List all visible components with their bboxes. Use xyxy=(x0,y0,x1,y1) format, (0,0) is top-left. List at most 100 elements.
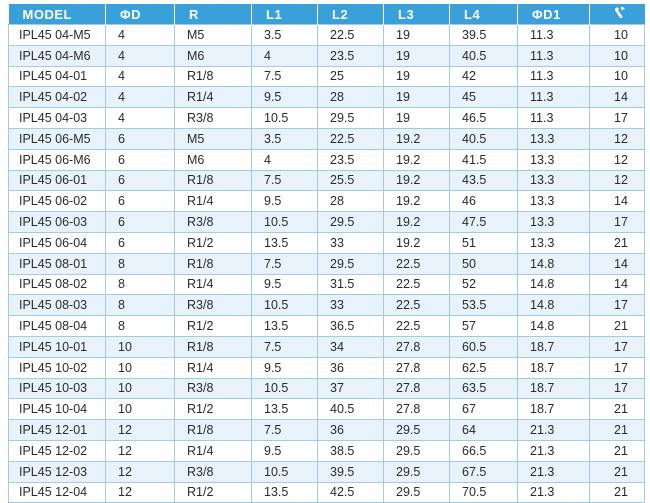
cell-od1: 14.8 xyxy=(517,315,590,337)
cell-od1: 14.8 xyxy=(517,252,590,275)
cell-l2: 28 xyxy=(317,86,384,109)
cell-od: 6 xyxy=(105,211,175,233)
cell-model: IPL45 06-04 xyxy=(8,231,106,254)
cell-wrench-size: 17 xyxy=(589,211,645,233)
cell-l1: 13.5 xyxy=(251,231,318,254)
header-wrench xyxy=(589,4,645,25)
cell-r: R1/4 xyxy=(174,356,252,379)
cell-model: IPL45 12-02 xyxy=(8,439,106,462)
cell-r: R3/8 xyxy=(174,211,252,233)
cell-od: 12 xyxy=(105,419,175,441)
cell-l1: 13.5 xyxy=(251,481,318,503)
table-row: IPL45 06-04 6 R1/2 13.5 33 19.2 51 13.3 21 xyxy=(8,231,645,254)
cell-model: IPL45 12-01 xyxy=(8,419,106,441)
cell-l3: 19.2 xyxy=(383,231,450,254)
cell-r: R1/4 xyxy=(174,86,252,109)
cell-od: 10 xyxy=(105,335,175,358)
cell-wrench-size: 21 xyxy=(589,231,645,254)
cell-wrench-size: 17 xyxy=(589,356,645,379)
cell-l2: 40.5 xyxy=(317,398,384,421)
cell-od1: 13.3 xyxy=(517,169,590,192)
cell-l4: 63.5 xyxy=(449,377,518,400)
cell-l3: 19 xyxy=(383,86,450,109)
cell-l4: 53.5 xyxy=(449,294,518,317)
cell-wrench-size: 14 xyxy=(589,252,645,275)
table-row: IPL45 08-02 8 R1/4 9.5 31.5 22.5 52 14.8 14 xyxy=(8,273,645,296)
cell-l2: 22.5 xyxy=(317,24,384,46)
header-l2: L2 xyxy=(317,4,384,25)
cell-od1: 11.3 xyxy=(517,86,590,109)
cell-l2: 28 xyxy=(317,190,384,213)
cell-l1: 13.5 xyxy=(251,315,318,337)
cell-l2: 42.5 xyxy=(317,481,384,503)
cell-l1: 10.5 xyxy=(251,377,318,400)
cell-l4: 46.5 xyxy=(449,107,518,129)
cell-r: R1/8 xyxy=(174,252,252,275)
cell-l1: 7.5 xyxy=(251,252,318,275)
cell-l4: 45 xyxy=(449,86,518,109)
cell-wrench-size: 10 xyxy=(589,44,645,67)
cell-l3: 27.8 xyxy=(383,398,450,421)
cell-l1: 3.5 xyxy=(251,24,318,46)
wrench-icon xyxy=(614,6,626,22)
table-row: IPL45 06-02 6 R1/4 9.5 28 19.2 46 13.3 14 xyxy=(8,190,645,213)
cell-od: 8 xyxy=(105,273,175,296)
cell-l2: 36 xyxy=(317,356,384,379)
cell-wrench-size: 21 xyxy=(589,460,645,483)
cell-l4: 51 xyxy=(449,231,518,254)
cell-od: 4 xyxy=(105,107,175,129)
cell-l1: 3.5 xyxy=(251,127,318,150)
cell-od: 4 xyxy=(105,24,175,46)
cell-r: R1/2 xyxy=(174,481,252,503)
cell-od: 8 xyxy=(105,252,175,275)
cell-model: IPL45 12-04 xyxy=(8,481,106,503)
cell-l4: 47.5 xyxy=(449,211,518,233)
cell-l1: 9.5 xyxy=(251,190,318,213)
table-row: IPL45 04-01 4 R1/8 7.5 25 19 42 11.3 10 xyxy=(8,65,645,88)
cell-l2: 33 xyxy=(317,294,384,317)
table-row: IPL45 12-01 12 R1/8 7.5 36 29.5 64 21.3 21 xyxy=(8,419,645,441)
cell-model: IPL45 04-M5 xyxy=(8,24,106,46)
table-row: IPL45 10-01 10 R1/8 7.5 34 27.8 60.5 18.7 17 xyxy=(8,335,645,358)
cell-od1: 21.3 xyxy=(517,439,590,462)
cell-l2: 29.5 xyxy=(317,211,384,233)
cell-l3: 29.5 xyxy=(383,439,450,462)
cell-l4: 60.5 xyxy=(449,335,518,358)
cell-od: 10 xyxy=(105,377,175,400)
header-l1: L1 xyxy=(251,4,318,25)
cell-od1: 18.7 xyxy=(517,335,590,358)
cell-l3: 29.5 xyxy=(383,460,450,483)
cell-l2: 36 xyxy=(317,419,384,441)
cell-od1: 14.8 xyxy=(517,294,590,317)
cell-l4: 57 xyxy=(449,315,518,337)
cell-l2: 29.5 xyxy=(317,252,384,275)
cell-wrench-size: 17 xyxy=(589,377,645,400)
cell-l4: 67 xyxy=(449,398,518,421)
cell-l1: 9.5 xyxy=(251,356,318,379)
cell-l4: 40.5 xyxy=(449,127,518,150)
cell-wrench-size: 17 xyxy=(589,107,645,129)
cell-od: 4 xyxy=(105,65,175,88)
cell-r: R1/2 xyxy=(174,315,252,337)
cell-wrench-size: 10 xyxy=(589,24,645,46)
cell-model: IPL45 12-03 xyxy=(8,460,106,483)
cell-wrench-size: 17 xyxy=(589,335,645,358)
cell-od1: 21.3 xyxy=(517,481,590,503)
cell-l2: 29.5 xyxy=(317,107,384,129)
header-l3: L3 xyxy=(383,4,450,25)
spec-table-container: MODEL ΦD R L1 L2 L3 L4 ΦD1 IPL45 xyxy=(8,4,645,503)
cell-l1: 7.5 xyxy=(251,65,318,88)
cell-od1: 18.7 xyxy=(517,377,590,400)
table-row: IPL45 06-M5 6 M5 3.5 22.5 19.2 40.5 13.3 12 xyxy=(8,127,645,150)
cell-r: R1/8 xyxy=(174,65,252,88)
cell-r: M5 xyxy=(174,24,252,46)
cell-wrench-size: 14 xyxy=(589,190,645,213)
cell-l2: 39.5 xyxy=(317,460,384,483)
header-r: R xyxy=(174,4,252,25)
cell-l2: 31.5 xyxy=(317,273,384,296)
cell-l3: 27.8 xyxy=(383,356,450,379)
cell-l3: 29.5 xyxy=(383,419,450,441)
cell-od: 10 xyxy=(105,398,175,421)
cell-l4: 46 xyxy=(449,190,518,213)
cell-od1: 13.3 xyxy=(517,211,590,233)
